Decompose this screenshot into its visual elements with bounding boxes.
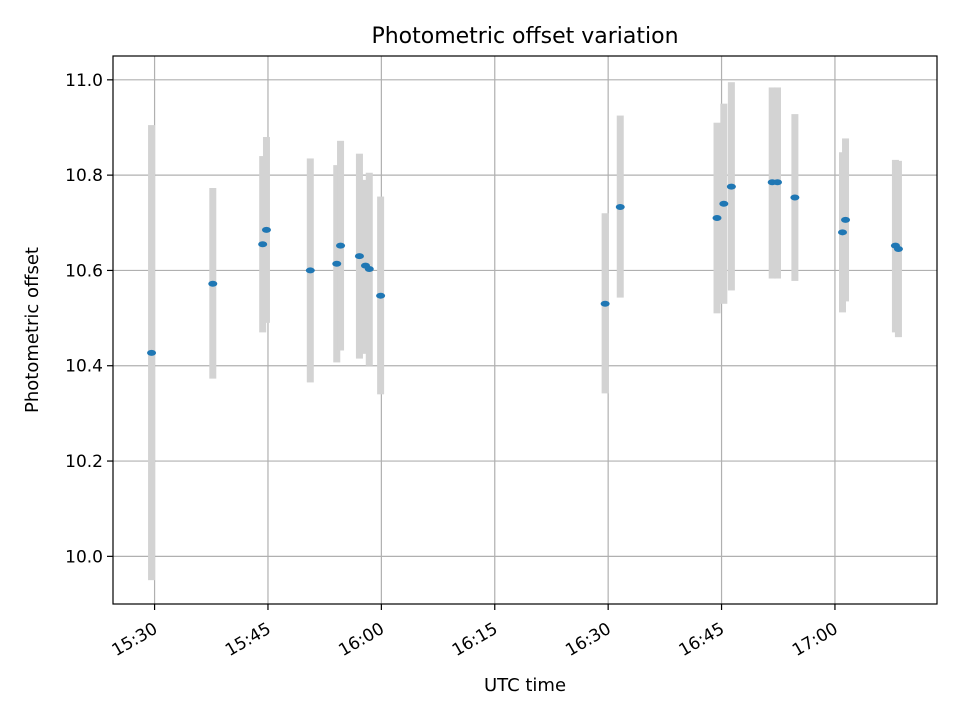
y-tick-label: 11.0 [65, 71, 103, 91]
data-points [147, 179, 903, 356]
data-point [354, 253, 364, 260]
data-point [376, 292, 386, 299]
plot-area-frame [112, 55, 938, 605]
y-tick-label: 10.2 [65, 452, 103, 472]
data-point [726, 183, 736, 190]
data-point [305, 267, 315, 274]
data-point [712, 215, 722, 222]
x-axis-label: UTC time [484, 675, 566, 696]
data-point [772, 179, 782, 186]
y-tick-label: 10.6 [65, 261, 103, 281]
chart-title: Photometric offset variation [371, 24, 678, 49]
y-tick-label: 10.8 [65, 166, 103, 186]
data-point [841, 216, 851, 223]
data-point [719, 200, 729, 207]
data-point [258, 241, 268, 248]
data-point [364, 266, 374, 273]
data-point [332, 260, 342, 267]
data-point [208, 280, 218, 287]
data-point [893, 245, 903, 252]
data-point [615, 204, 625, 211]
data-point [790, 194, 800, 201]
data-point [261, 226, 271, 233]
data-point [600, 300, 610, 307]
data-point [336, 242, 346, 249]
y-axis-ticks: 10.0 10.2 10.4 10.6 10.8 11.0 [65, 71, 113, 567]
y-tick-label: 10.4 [65, 357, 103, 377]
data-point [838, 229, 848, 236]
data-point [147, 349, 157, 356]
y-tick-label: 10.0 [65, 547, 103, 567]
y-axis-label: Photometric offset [22, 247, 43, 413]
